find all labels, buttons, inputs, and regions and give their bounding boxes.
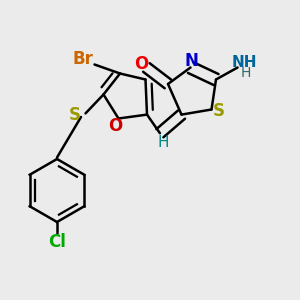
Text: O: O xyxy=(134,55,148,73)
Text: Br: Br xyxy=(72,50,93,68)
Text: N: N xyxy=(185,52,199,70)
Text: Cl: Cl xyxy=(48,233,66,251)
Text: S: S xyxy=(68,106,80,124)
Text: S: S xyxy=(213,102,225,120)
Text: O: O xyxy=(108,117,123,135)
Text: H: H xyxy=(157,135,169,150)
Text: NH: NH xyxy=(232,55,257,70)
Text: H: H xyxy=(240,66,250,80)
